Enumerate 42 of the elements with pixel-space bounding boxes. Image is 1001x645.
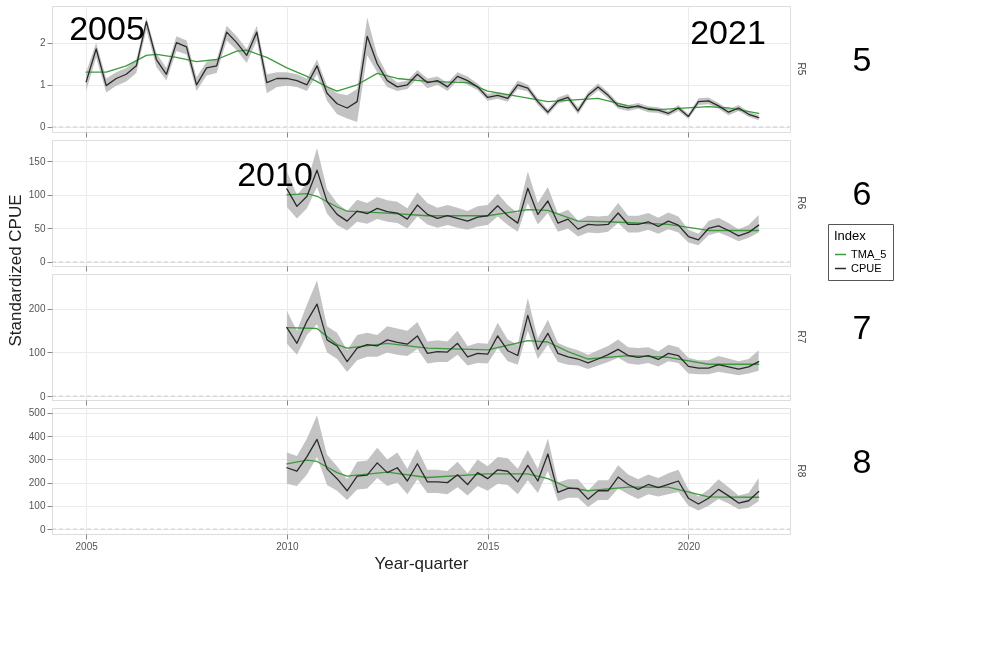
- line-series: [286, 459, 760, 498]
- annotation: 2010: [237, 155, 313, 193]
- y-tick-label: 100: [28, 189, 46, 201]
- y-tick-label: 50: [34, 222, 46, 234]
- y-tick-label: 300: [28, 453, 46, 465]
- line-series: [85, 49, 760, 115]
- x-tick-label: 2005: [75, 540, 99, 552]
- legend-label: TMA_5: [851, 247, 887, 260]
- line-series: [286, 326, 760, 365]
- y-tick-label: 1: [39, 79, 46, 91]
- y-tick-label: 500: [28, 407, 46, 419]
- text: 8: [852, 442, 872, 480]
- y-tick-label: 400: [28, 430, 46, 442]
- line-series: [286, 438, 760, 505]
- x-axis-title: Year-quarter: [374, 553, 469, 573]
- text: R5: [796, 62, 807, 76]
- legend-label: CPUE: [851, 261, 882, 274]
- y-tick-label: 0: [39, 121, 46, 133]
- y-tick-label: 2: [39, 37, 46, 49]
- y-tick-label: 100: [28, 346, 46, 358]
- text: 6: [852, 174, 872, 212]
- x-tick-label: 2010: [276, 540, 299, 552]
- text: R6: [796, 196, 807, 210]
- y-tick-label: 0: [39, 256, 46, 268]
- y-tick-label: 200: [28, 303, 46, 315]
- y-tick-label: 0: [39, 390, 46, 402]
- y-tick-label: 150: [28, 155, 46, 167]
- y-tick-label: 200: [28, 477, 46, 489]
- y-tick-label: 100: [28, 500, 46, 512]
- x-tick-label: 2020: [677, 540, 701, 552]
- annotation: 2005: [69, 9, 145, 47]
- annotation: 2021: [690, 13, 766, 51]
- line-series: [286, 303, 760, 370]
- x-tick-label: 2015: [477, 540, 500, 552]
- y-tick-label: 0: [39, 523, 46, 535]
- text: R8: [796, 464, 807, 478]
- legend-title: Index: [834, 228, 867, 243]
- text: 7: [852, 308, 872, 346]
- line-series: [286, 192, 760, 232]
- text: 5: [852, 40, 872, 78]
- text: R7: [796, 330, 807, 344]
- y-axis-title: Standardized CPUE: [5, 194, 25, 347]
